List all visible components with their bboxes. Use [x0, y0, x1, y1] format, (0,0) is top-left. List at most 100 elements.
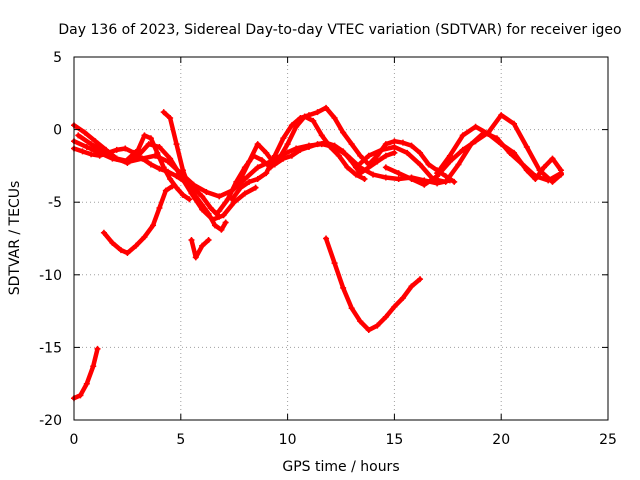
data-point [100, 148, 107, 155]
data-point [323, 235, 330, 242]
data-point [352, 171, 359, 178]
data-point [254, 175, 261, 182]
data-point [199, 242, 206, 249]
data-point [357, 170, 364, 177]
data-point [335, 152, 342, 159]
data-point [523, 167, 530, 174]
data-point [331, 260, 338, 267]
data-point [472, 123, 479, 130]
data-point [532, 175, 539, 182]
data-point [399, 295, 406, 302]
data-point [156, 165, 163, 172]
data-point [293, 123, 300, 130]
data-point [216, 207, 223, 214]
data-point [88, 141, 95, 148]
data-point [186, 196, 193, 203]
data-point [498, 112, 505, 119]
data-point [348, 305, 355, 312]
data-point [122, 145, 129, 152]
x-tick-label: 25 [599, 432, 617, 448]
data-point [254, 141, 261, 148]
series-arc-2 [101, 183, 175, 256]
data-point [109, 239, 116, 246]
data-point [145, 141, 152, 148]
data-point [83, 380, 90, 387]
data-point [365, 326, 372, 333]
series-arc-15 [434, 124, 564, 182]
data-point [451, 178, 458, 185]
data-point [263, 149, 270, 156]
data-point [549, 155, 556, 162]
data-point [124, 250, 131, 257]
data-point [395, 175, 402, 182]
data-point [288, 152, 295, 159]
data-point [361, 175, 368, 182]
data-point [374, 322, 381, 329]
data-point [446, 152, 453, 159]
data-point [357, 318, 364, 325]
data-point [220, 212, 227, 219]
data-point [209, 216, 216, 223]
data-point [233, 178, 240, 185]
data-point [382, 152, 389, 159]
data-point [549, 178, 556, 185]
data-point [147, 161, 154, 168]
data-point [459, 132, 466, 139]
data-point [472, 138, 479, 145]
x-axis-label: GPS time / hours [282, 459, 399, 475]
data-point [485, 130, 492, 137]
data-point [391, 144, 398, 151]
chart-title: Day 136 of 2023, Sidereal Day-to-day VTE… [58, 22, 621, 38]
data-point [344, 164, 351, 171]
data-point [305, 112, 312, 119]
data-point [152, 152, 159, 159]
data-point [241, 190, 248, 197]
data-point [382, 313, 389, 320]
data-point [211, 222, 218, 229]
data-point [323, 139, 330, 146]
data-point [382, 141, 389, 148]
data-point [417, 161, 424, 168]
data-point [141, 132, 148, 139]
data-point [352, 164, 359, 171]
data-point [331, 142, 338, 149]
data-point [408, 142, 415, 149]
data-point [271, 152, 278, 159]
data-point [374, 158, 381, 165]
data-point [199, 193, 206, 200]
data-point [94, 345, 101, 352]
data-point [205, 236, 212, 243]
data-point [314, 109, 321, 116]
data-point [113, 146, 120, 153]
data-point [318, 132, 325, 139]
data-point [199, 206, 206, 213]
data-point [147, 135, 154, 142]
data-point [340, 148, 347, 155]
data-point [408, 175, 415, 182]
x-tick-label: 10 [279, 432, 297, 448]
data-point [150, 222, 157, 229]
data-point [252, 184, 259, 191]
data-point [79, 148, 86, 155]
x-tick-label: 0 [70, 432, 79, 448]
data-point [156, 144, 163, 151]
data-point [190, 181, 197, 188]
y-tick-label: -15 [39, 340, 62, 356]
data-point [434, 170, 441, 177]
data-point [442, 178, 449, 185]
data-point [88, 151, 95, 158]
data-point [297, 114, 304, 121]
series-arc-12 [323, 236, 423, 333]
data-point [314, 141, 321, 148]
data-point [216, 193, 223, 200]
data-point [156, 205, 163, 212]
series-arc-7 [71, 133, 192, 202]
data-point [305, 144, 312, 151]
y-axis-label: SDTVAR / TECUs [7, 181, 23, 296]
data-point [135, 146, 142, 153]
data-point [160, 109, 167, 116]
data-point [284, 141, 291, 148]
data-point [417, 276, 424, 283]
x-tick-label: 20 [492, 432, 510, 448]
